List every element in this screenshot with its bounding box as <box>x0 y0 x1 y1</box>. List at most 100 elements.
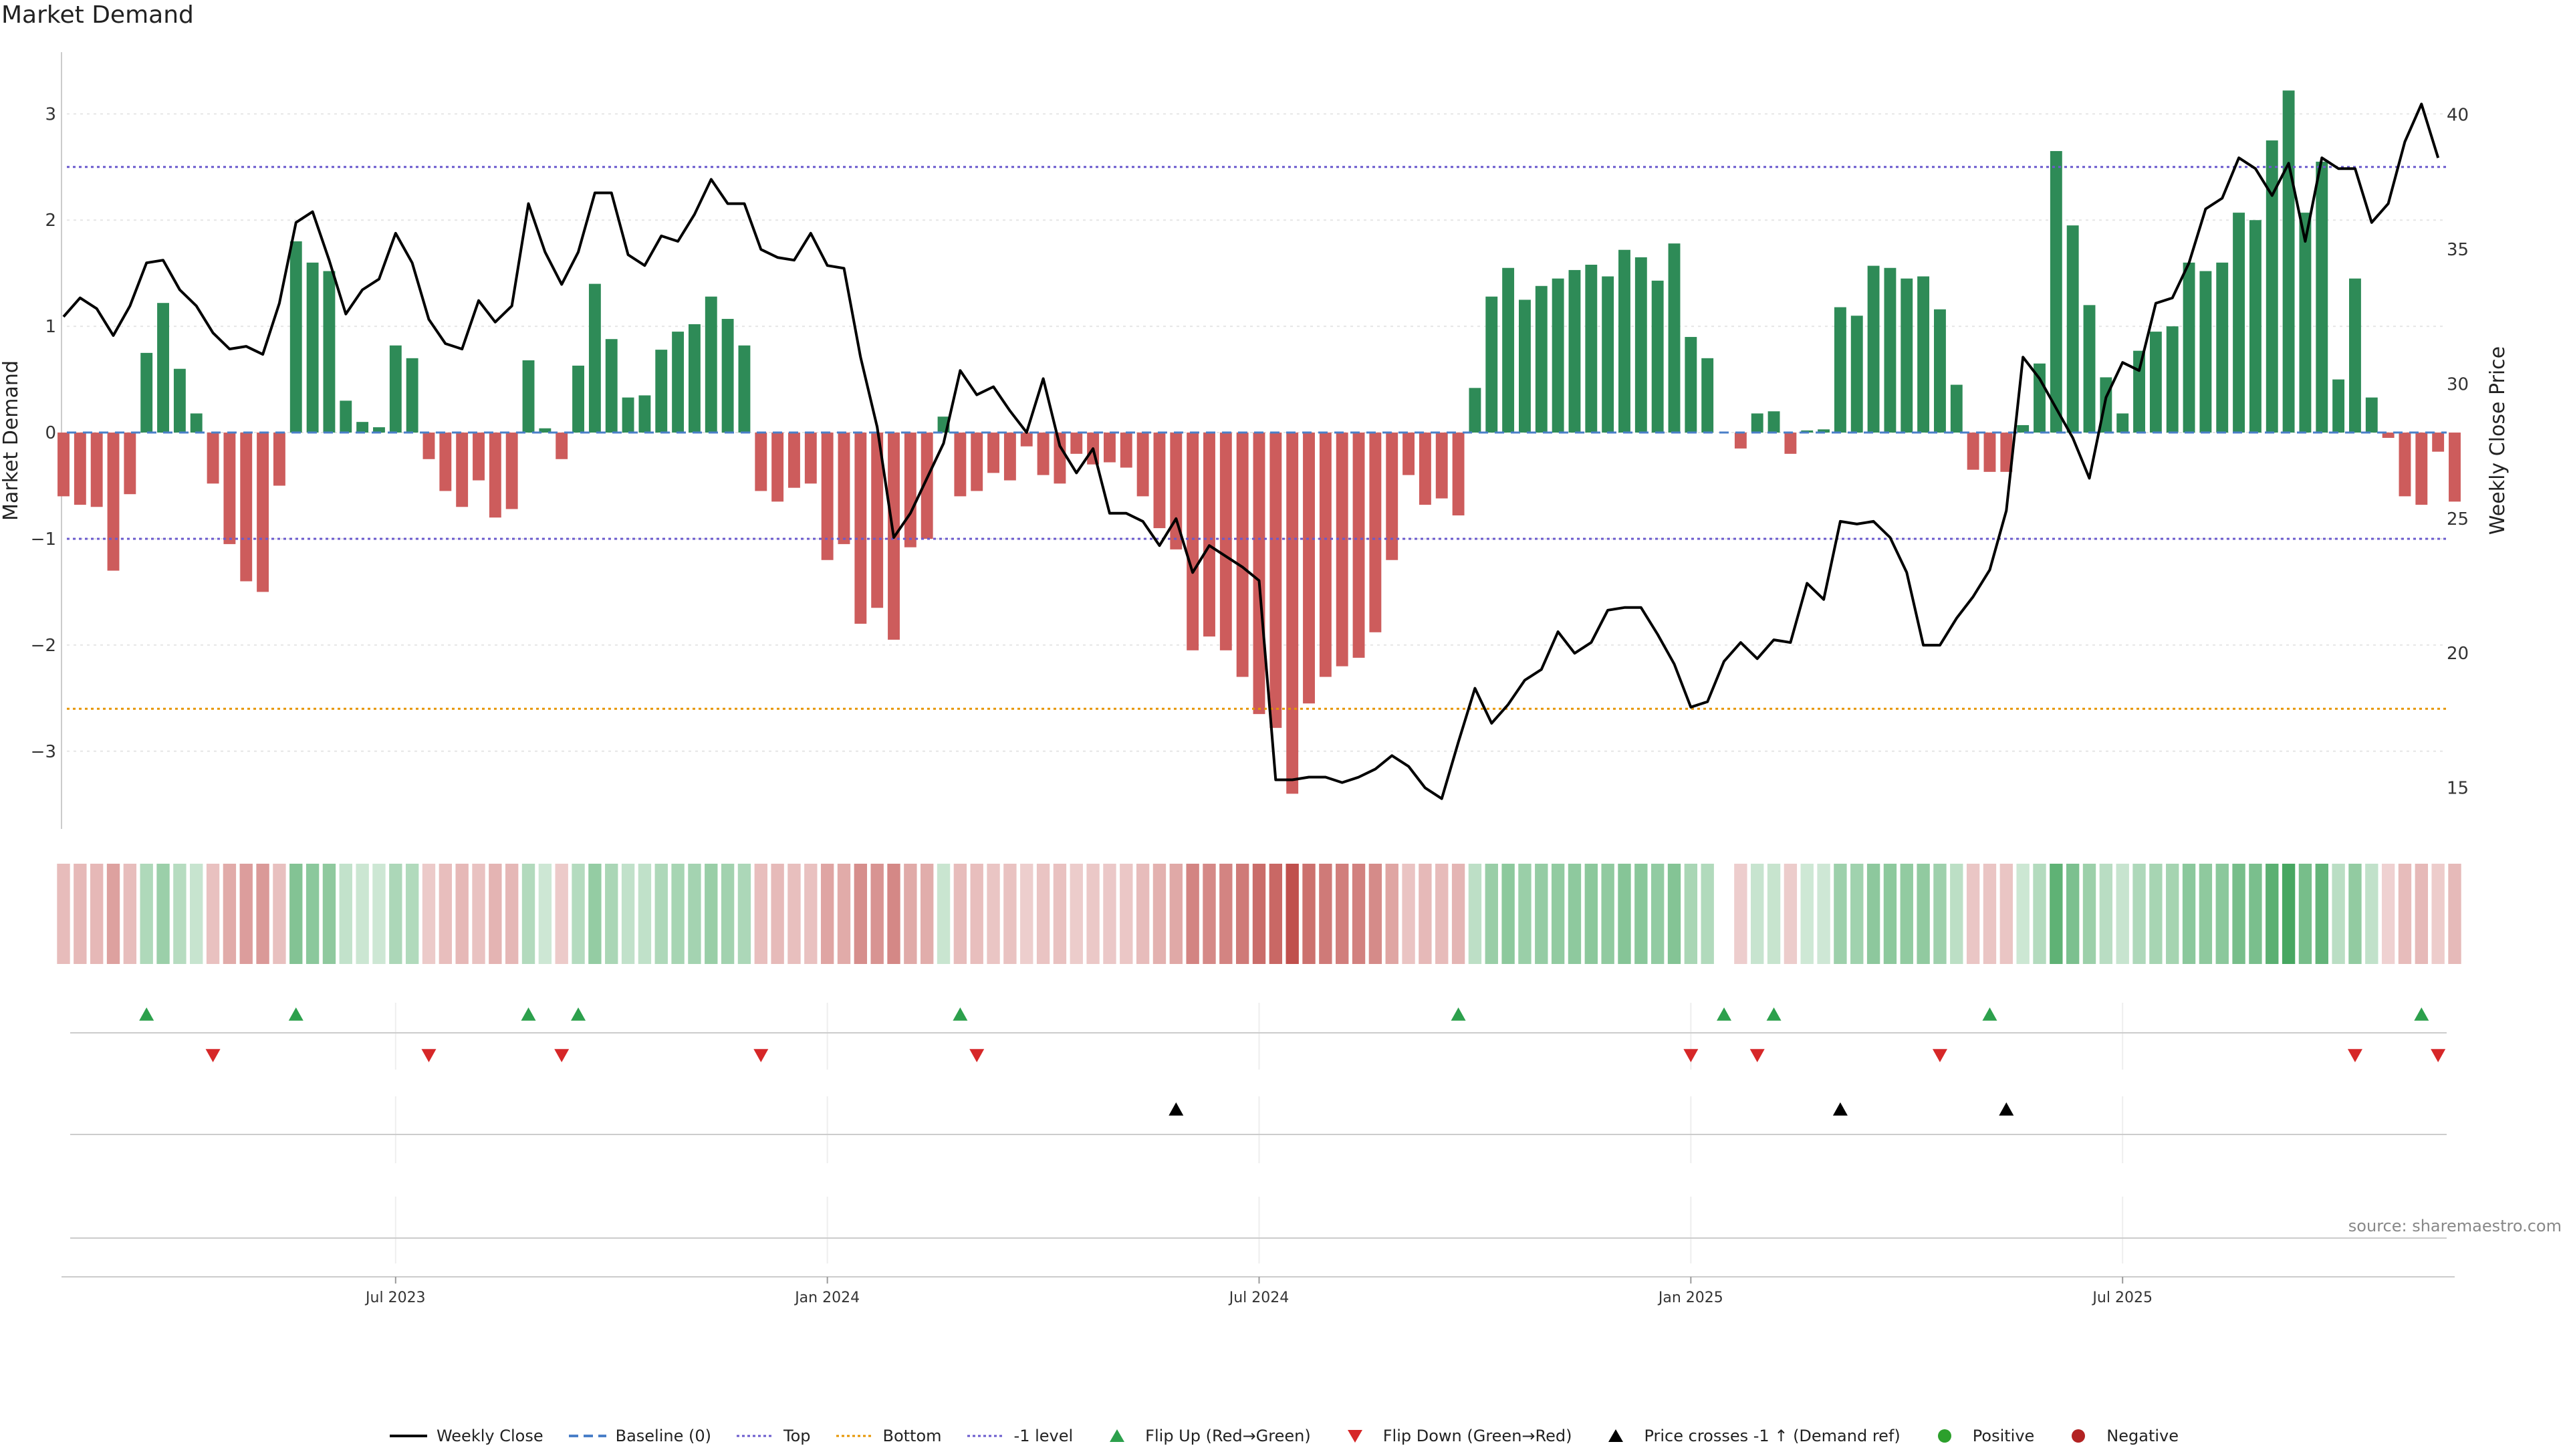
legend-label: Bottom <box>882 1427 942 1445</box>
dashed-line-icon <box>568 1435 606 1437</box>
heat-cell <box>572 864 585 964</box>
demand-bar <box>1070 433 1083 454</box>
legend-item: Weekly Close <box>388 1426 543 1446</box>
heat-cell <box>156 864 170 964</box>
demand-bar <box>190 413 203 433</box>
demand-bar <box>2382 433 2395 438</box>
demand-bar <box>1020 433 1033 447</box>
heat-cell <box>820 864 834 964</box>
heat-cell <box>1302 864 1316 964</box>
y-tick-label: 0 <box>45 423 56 443</box>
heat-cell <box>123 864 137 964</box>
heat-cell <box>2199 864 2213 964</box>
demand-bar <box>755 433 767 491</box>
demand-bar <box>422 433 435 459</box>
y-tick-label: −3 <box>31 742 56 762</box>
demand-bar <box>539 428 552 433</box>
demand-bar <box>1402 433 1415 475</box>
demand-bar <box>572 365 584 433</box>
heat-cell <box>1419 864 1432 964</box>
heat-cell <box>1186 864 1199 964</box>
heat-cell <box>621 864 635 964</box>
demand-bar <box>921 433 933 539</box>
demand-bar <box>1767 411 1780 433</box>
heat-cell <box>356 864 369 964</box>
demand-bar <box>2199 271 2212 433</box>
legend-label: -1 level <box>1013 1427 1074 1445</box>
heat-cell <box>1070 864 1083 964</box>
demand-bar <box>456 433 469 507</box>
flip-up-marker <box>1717 1007 1732 1021</box>
flip-down-marker <box>753 1049 769 1062</box>
demand-bar <box>588 283 601 433</box>
legend-item: Positive <box>1925 1426 2034 1446</box>
demand-bar <box>2365 397 2378 433</box>
demand-bar <box>207 433 219 484</box>
demand-bar <box>1219 433 1232 650</box>
dotted-line-icon <box>967 1435 1005 1437</box>
demand-bar <box>1153 433 1166 529</box>
legend-label: Flip Down (Green→Red) <box>1382 1427 1572 1445</box>
heat-cell <box>1618 864 1631 964</box>
heat-cell <box>1501 864 1515 964</box>
x-axis: Jul 2023 Jan 2024 Jul 2024 Jan 2025 Jul 2025 <box>62 1276 2455 1306</box>
demand-bar <box>1253 433 1265 715</box>
demand-bar <box>1784 433 1797 454</box>
demand-bar <box>140 352 153 433</box>
legend-label: Baseline (0) <box>615 1427 711 1445</box>
heat-cell <box>1800 864 1814 964</box>
demand-bar <box>2332 379 2345 433</box>
heat-cell <box>372 864 386 964</box>
heat-cell <box>1053 864 1067 964</box>
demand-bar <box>1818 429 1830 433</box>
demand-bar <box>2249 220 2262 433</box>
demand-bar <box>1602 276 1614 433</box>
event-markers <box>70 1003 2447 1263</box>
demand-bar <box>738 345 751 433</box>
demand-bar <box>1651 280 1664 433</box>
demand-bar <box>622 397 634 433</box>
demand-bar <box>240 433 253 582</box>
demand-bar <box>1967 433 1979 470</box>
heat-cell <box>90 864 104 964</box>
heat-cell <box>1850 864 1864 964</box>
heat-cell <box>605 864 618 964</box>
demand-bar <box>2133 350 2145 433</box>
demand-bar <box>1136 433 1149 497</box>
heat-cell <box>239 864 253 964</box>
demand-bar <box>705 296 717 433</box>
demand-bar <box>1884 267 1897 433</box>
demand-bar <box>373 427 385 433</box>
heat-cell <box>588 864 602 964</box>
heat-cell <box>1767 864 1781 964</box>
heat-cell <box>1518 864 1532 964</box>
heat-cell <box>1684 864 1698 964</box>
demand-bar <box>340 400 352 433</box>
heat-cell <box>1003 864 1017 964</box>
demand-bar <box>323 271 336 433</box>
flip-down-marker <box>554 1049 570 1062</box>
demand-bar <box>1103 433 1116 463</box>
x-tick-label: Jan 2025 <box>1657 1290 1723 1306</box>
heat-cell <box>1834 864 1847 964</box>
flip-up-marker <box>288 1007 303 1021</box>
demand-bar <box>90 433 103 507</box>
demand-bar <box>1037 433 1050 475</box>
legend-label: Negative <box>2106 1427 2179 1445</box>
x-tick-label: Jul 2025 <box>2091 1290 2153 1306</box>
heat-cell <box>289 864 303 964</box>
heat-cell <box>2448 864 2461 964</box>
demand-bar <box>2066 225 2079 433</box>
demand-bar <box>289 241 302 433</box>
heat-cell <box>2033 864 2046 964</box>
heat-cell <box>2066 864 2080 964</box>
demand-bar <box>306 262 319 433</box>
flip-up-marker <box>571 1007 586 1021</box>
heat-cell <box>1451 864 1465 964</box>
demand-bar <box>688 324 701 433</box>
heat-cell <box>1020 864 1033 964</box>
demand-bar <box>1170 433 1183 550</box>
demand-bar <box>522 360 535 433</box>
heat-cell <box>2431 864 2445 964</box>
